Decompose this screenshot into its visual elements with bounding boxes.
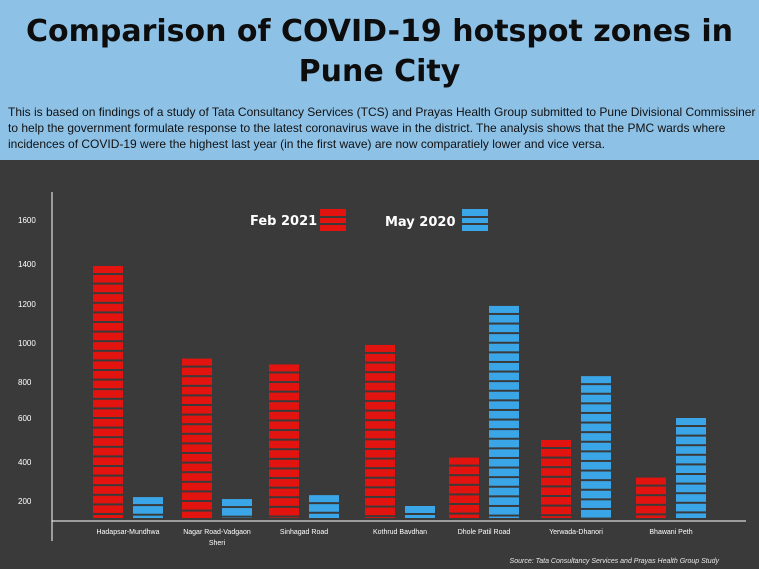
x-category-label: Nagar Road-Vadgaon — [183, 529, 251, 536]
y-tick-label: 1600 — [18, 216, 36, 225]
y-tick-label: 600 — [18, 414, 32, 423]
bar-may-2020 — [222, 499, 252, 518]
bar-feb-2021 — [269, 364, 299, 518]
y-tick-label: 800 — [18, 378, 32, 387]
legend-label-feb-2021: Feb 2021 — [250, 214, 317, 229]
y-tick-label: 400 — [18, 458, 32, 467]
chart-area: 1600 1400 1200 1000 800 600 400 200 Hadapsar-Mun… — [18, 192, 746, 547]
y-tick-label: 200 — [18, 497, 32, 506]
y-tick-label: 1000 — [18, 339, 36, 348]
y-tick-label: 1400 — [18, 260, 36, 269]
bar-may-2020 — [676, 418, 706, 518]
bar-feb-2021 — [365, 344, 395, 518]
bar-may-2020 — [581, 376, 611, 520]
bar-feb-2021 — [182, 358, 212, 518]
x-category-label: Yerwada-Dhanori — [549, 529, 603, 536]
x-category-label: Sinhagad Road — [280, 529, 328, 536]
source-note: Source: Tata Consultancy Services and Pr… — [509, 558, 719, 565]
x-category-label: Bhawani Peth — [649, 529, 692, 536]
x-category-label: Hadapsar-Mundhwa — [96, 529, 159, 536]
chart-title: Comparison of COVID-19 hotspot zones in … — [25, 14, 733, 89]
x-category-label: Kothrud Bavdhan — [373, 529, 427, 536]
bar-feb-2021 — [93, 266, 123, 518]
chart-description: This is based on findings of a study of … — [8, 105, 756, 151]
bar-may-2020 — [309, 495, 339, 518]
bar-may-2020 — [489, 305, 519, 518]
legend-swatch-feb-2021 — [320, 209, 346, 231]
x-category-label: Dhole Patil Road — [458, 529, 511, 536]
legend-label-may-2020: May 2020 — [385, 215, 456, 230]
y-tick-label: 1200 — [18, 300, 36, 309]
bar-may-2020 — [405, 506, 435, 518]
bar-feb-2021 — [541, 440, 571, 518]
bar-feb-2021 — [636, 477, 666, 518]
bar-may-2020 — [133, 497, 163, 518]
bar-feb-2021 — [449, 457, 479, 518]
legend-swatch-may-2020 — [462, 209, 488, 231]
header-banner: Comparison of COVID-19 hotspot zones in … — [0, 0, 759, 160]
x-category-label: Sheri — [209, 540, 226, 547]
